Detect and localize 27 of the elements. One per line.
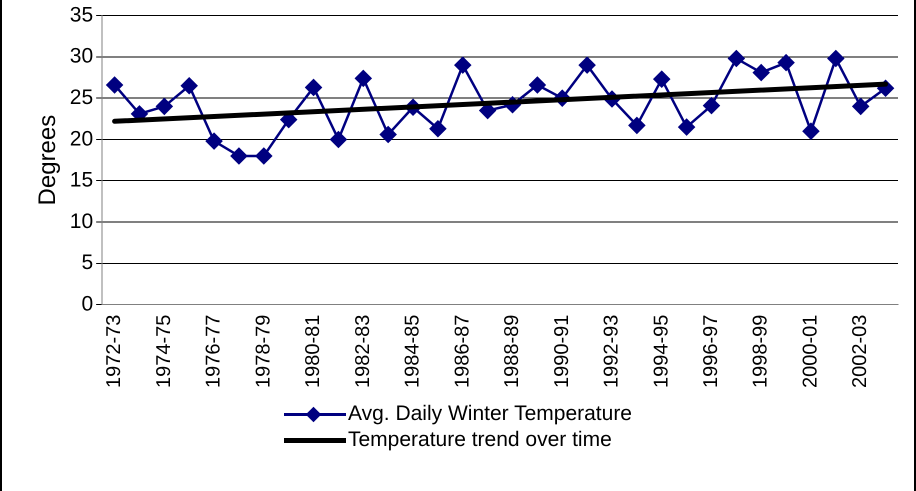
x-tick-label: 2000-01 — [799, 314, 822, 388]
x-tick-label: 1978-79 — [252, 314, 274, 388]
y-tick-label: 25 — [70, 86, 94, 109]
x-tick-label: 1974-75 — [152, 314, 175, 388]
y-tick-label: 15 — [70, 168, 94, 192]
y-tick-label: 20 — [70, 127, 94, 150]
x-tick-label: 1976-77 — [202, 314, 225, 388]
x-tick-label: 1996-97 — [700, 314, 722, 388]
y-axis-title: Degrees — [34, 114, 62, 206]
y-tick-label: 5 — [81, 251, 94, 274]
x-tick-label: 1992-93 — [600, 314, 623, 388]
legend-label: Temperature trend over time — [348, 428, 612, 452]
y-tick-label: 0 — [81, 292, 94, 316]
x-tick-label: 1988-89 — [501, 314, 524, 388]
x-tick-label: 1998-99 — [750, 314, 772, 388]
x-tick-label: 1984-85 — [402, 314, 424, 388]
y-tick-label: 35 — [70, 3, 94, 26]
x-tick-label: 1980-81 — [302, 314, 324, 388]
x-tick-label: 1994-95 — [650, 314, 672, 388]
x-tick-label: 1972-73 — [103, 314, 126, 388]
x-tick-label: 2002-03 — [849, 314, 872, 388]
y-tick-label: 30 — [70, 44, 94, 68]
x-tick-label: 1990-91 — [550, 314, 573, 388]
legend-label: Avg. Daily Winter Temperature — [348, 402, 632, 426]
x-tick-label: 1982-83 — [352, 314, 374, 388]
x-tick-label: 1986-87 — [451, 314, 474, 388]
y-tick-label: 10 — [70, 210, 94, 233]
